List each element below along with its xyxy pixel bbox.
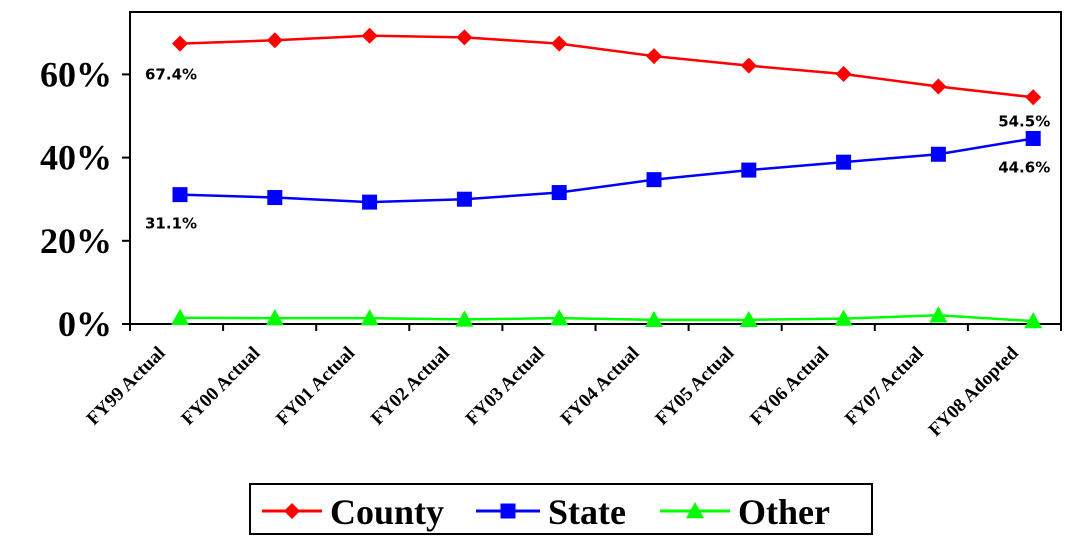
- data-label: 67.4%: [145, 66, 197, 84]
- x-tick-label: FY05 Actual: [651, 343, 738, 430]
- legend-item-other: Other: [660, 492, 830, 532]
- data-point-state: [172, 187, 188, 203]
- x-tick-label: FY00 Actual: [177, 343, 264, 430]
- data-point-state: [1025, 130, 1041, 146]
- series-layer: [171, 27, 1043, 329]
- legend-item-county: County: [262, 492, 444, 532]
- y-axis: 0% 20% 40% 60%: [40, 54, 130, 344]
- data-point-county: [835, 65, 852, 82]
- data-point-county: [740, 57, 757, 74]
- data-point-other: [739, 310, 758, 328]
- data-point-county: [930, 78, 947, 95]
- data-point-state: [741, 162, 757, 178]
- data-point-state: [930, 146, 946, 162]
- x-tick-label: FY08 Adopted: [925, 342, 1023, 440]
- legend-marker: [500, 503, 516, 519]
- series-line-state: [179, 137, 1034, 204]
- data-point-state: [836, 154, 852, 170]
- data-point-state: [646, 172, 662, 188]
- legend-marker: [686, 502, 704, 519]
- y-tick-label: 40%: [40, 138, 112, 178]
- data-point-county: [551, 35, 568, 52]
- data-point-other: [171, 308, 189, 325]
- x-tick-label: FY07 Actual: [841, 343, 928, 430]
- data-point-county: [456, 29, 473, 46]
- data-point-other: [645, 310, 663, 328]
- y-tick-label: 60%: [40, 54, 112, 94]
- legend-label: County: [330, 492, 444, 532]
- legend-box: [249, 483, 873, 535]
- data-label: 44.6%: [998, 158, 1050, 176]
- data-point-other: [265, 309, 284, 326]
- data-point-other: [360, 309, 379, 326]
- data-point-county: [361, 27, 378, 44]
- legend-item-state: State: [476, 492, 626, 532]
- data-label: 54.5%: [998, 112, 1050, 130]
- x-tick-label: FY03 Actual: [462, 343, 549, 430]
- data-point-state: [362, 194, 378, 210]
- data-point-county: [172, 35, 188, 52]
- plot-border: [129, 11, 1062, 325]
- legend-label: State: [548, 492, 626, 532]
- y-tick-label: 20%: [40, 221, 112, 261]
- data-labels: 67.4% 54.5% 31.1% 44.6%: [145, 66, 1050, 233]
- data-point-county: [1025, 89, 1042, 106]
- x-tick-label: FY01 Actual: [272, 343, 359, 430]
- series-other: [171, 306, 1043, 329]
- legend: County State Other: [249, 483, 873, 535]
- x-tick-label: FY06 Actual: [746, 343, 833, 430]
- data-point-other: [1024, 312, 1043, 329]
- data-point-other: [929, 306, 948, 323]
- data-point-county: [646, 48, 662, 65]
- data-point-state: [551, 185, 567, 201]
- data-point-other: [834, 309, 853, 326]
- data-point-county: [266, 32, 283, 49]
- x-tick-label: FY02 Actual: [367, 343, 454, 430]
- series-county: [172, 27, 1042, 106]
- data-label: 31.1%: [145, 215, 197, 233]
- legend-label: Other: [738, 492, 830, 532]
- series-line-other: [179, 314, 1034, 323]
- x-tick-label: FY99 Actual: [83, 343, 170, 430]
- series-line-county: [179, 34, 1034, 99]
- x-axis: FY99 Actual FY00 Actual FY01 Actual FY02 Ac…: [83, 324, 1062, 441]
- series-state: [172, 130, 1041, 210]
- plot-frame: [129, 11, 1062, 325]
- legend-marker: [284, 503, 300, 519]
- data-point-other: [455, 310, 474, 327]
- data-point-state: [267, 190, 283, 206]
- x-tick-label: FY04 Actual: [557, 343, 644, 430]
- data-point-other: [550, 309, 569, 326]
- y-tick-label: 0%: [58, 304, 112, 344]
- data-point-state: [456, 191, 472, 207]
